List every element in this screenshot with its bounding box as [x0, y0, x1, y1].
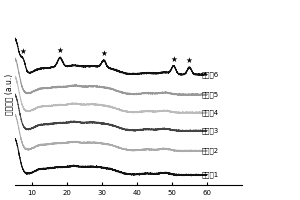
- Text: 实施例3: 实施例3: [202, 127, 219, 134]
- Text: 实施例2: 实施例2: [202, 147, 219, 154]
- Y-axis label: 衍射强度 (a.u.): 衍射强度 (a.u.): [4, 74, 13, 115]
- Text: ★: ★: [186, 56, 193, 65]
- Text: ★: ★: [170, 55, 177, 64]
- Text: 实施例6: 实施例6: [202, 71, 219, 78]
- Text: 实施例5: 实施例5: [202, 91, 219, 98]
- Text: 实施例1: 实施例1: [202, 171, 219, 178]
- Text: 实施例4: 实施例4: [202, 109, 219, 116]
- Text: ★: ★: [57, 46, 63, 55]
- Text: ★: ★: [20, 47, 27, 56]
- Text: ★: ★: [100, 49, 107, 58]
